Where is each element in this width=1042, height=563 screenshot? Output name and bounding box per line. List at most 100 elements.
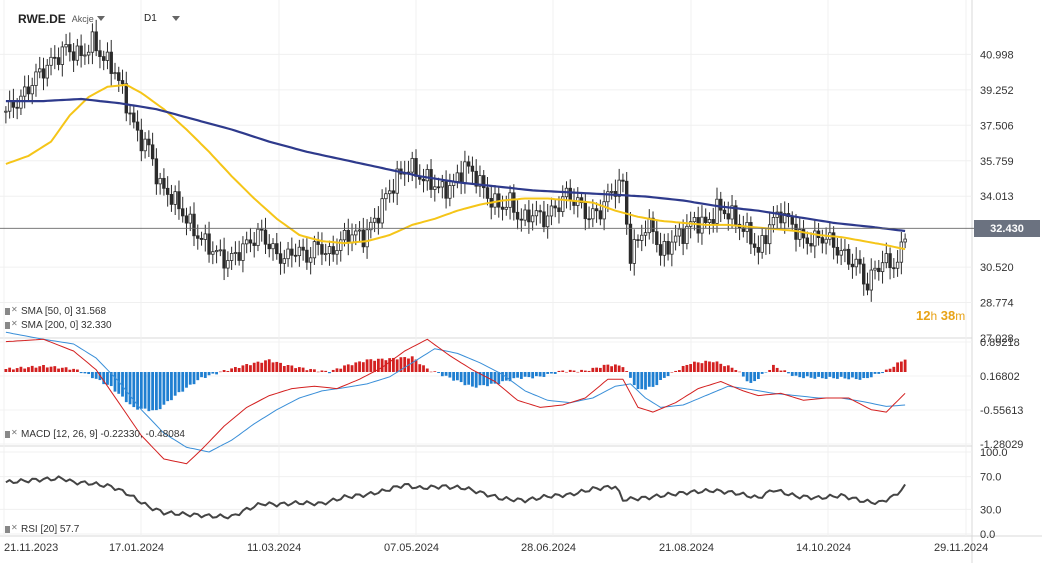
macd-hist-bar	[260, 362, 264, 373]
candle-body	[154, 158, 159, 185]
macd-hist-bar	[181, 372, 185, 392]
candle-body	[624, 180, 629, 225]
macd-hist-bar	[568, 369, 572, 373]
macd-hist-bar	[83, 372, 87, 374]
macd-hist-bar	[170, 372, 173, 401]
candle-body	[177, 191, 181, 210]
candle-body	[211, 251, 215, 255]
candle-body	[267, 243, 271, 250]
macd-hist-bar	[523, 372, 527, 377]
macd-hist-bar	[395, 359, 399, 373]
candle-body	[282, 258, 287, 264]
candle-body	[534, 210, 539, 217]
sma200-line	[5, 97, 906, 233]
macd-hist-bar	[324, 370, 328, 373]
candle-body	[704, 216, 708, 223]
candle-body	[839, 250, 843, 256]
macd-hist-bar	[614, 364, 617, 373]
candle-body	[425, 169, 429, 182]
macd-hist-bar	[218, 371, 222, 373]
macd-hist-bar	[463, 372, 467, 386]
candle-body	[237, 252, 241, 261]
macd-hist-bar	[290, 365, 294, 373]
candle-body	[26, 86, 31, 95]
macd-hist-bar	[561, 370, 565, 373]
macd-hist-bar	[53, 366, 57, 373]
date-tick-label: 29.11.2024	[934, 542, 988, 554]
legend-macd[interactable]: MACD [12, 26, 9] -0.22330, -0.48084	[5, 428, 185, 440]
macd-hist-bar	[106, 372, 109, 385]
macd-hist-bar	[828, 372, 832, 377]
macd-hist-bar	[903, 359, 907, 373]
candle-body	[899, 241, 904, 263]
macd-hist-bar	[346, 364, 350, 373]
macd-hist-bar	[256, 361, 260, 373]
legend-sma50[interactable]: SMA [50, 0] 31.568	[5, 305, 106, 317]
legend-sma200[interactable]: SMA [200, 0] 32.330	[5, 319, 112, 331]
date-tick-label: 17.01.2024	[109, 542, 164, 554]
macd-hist-bar	[629, 372, 632, 378]
indicator-settings-icon[interactable]	[5, 305, 18, 316]
macd-hist-bar	[787, 372, 790, 374]
macd-hist-bar	[726, 365, 730, 373]
macd-hist-bar	[802, 372, 805, 379]
macd-hist-bar	[433, 371, 437, 373]
candle-body	[846, 248, 851, 265]
symbol-dropdown-chevron-icon[interactable]	[97, 16, 105, 21]
candle-body	[760, 235, 764, 253]
macd-hist-bar	[587, 370, 591, 373]
macd-hist-bar	[109, 372, 113, 387]
timeframe-chevron-down-icon[interactable]	[172, 16, 180, 21]
macd-hist-bar	[501, 372, 504, 382]
candle-body	[214, 250, 219, 253]
macd-hist-bar	[87, 372, 91, 375]
macd-hist-bar	[42, 364, 45, 373]
macd-hist-bar	[508, 372, 512, 382]
candle-body	[342, 229, 347, 241]
indicator-settings-icon[interactable]	[5, 523, 18, 534]
macd-hist-bar	[343, 365, 346, 373]
macd-hist-bar	[843, 372, 847, 379]
candle-body	[715, 198, 719, 224]
symbol-header[interactable]: RWE.DE Akcje	[18, 10, 94, 28]
candle-body	[719, 198, 723, 211]
candle-body	[71, 51, 76, 61]
macd-hist-bar	[693, 361, 696, 373]
candle-body	[711, 219, 715, 224]
candle-body	[463, 161, 467, 184]
macd-hist-bar	[320, 370, 324, 373]
macd-hist-bar	[392, 357, 395, 373]
macd-hist-bar	[681, 365, 685, 373]
macd-hist-bar	[196, 372, 200, 381]
candle-body	[895, 261, 900, 269]
macd-hist-bar	[854, 372, 858, 380]
candle-body	[670, 241, 674, 255]
price-tick-label: 40.998	[980, 49, 1014, 61]
timeframe-selector[interactable]: D1	[144, 13, 157, 24]
macd-hist-bar	[282, 365, 286, 373]
candle-body	[888, 253, 892, 269]
candle-body	[798, 229, 802, 240]
indicator-settings-icon[interactable]	[5, 319, 18, 330]
macd-hist-bar	[798, 372, 802, 378]
candle-body	[433, 186, 437, 190]
macd-hist-bar	[331, 369, 335, 373]
legend-rsi[interactable]: RSI [20] 57.7	[5, 523, 79, 535]
macd-hist-bar	[376, 358, 380, 373]
candle-body	[226, 260, 230, 269]
macd-hist-bar	[399, 357, 403, 373]
indicator-settings-icon[interactable]	[5, 428, 18, 439]
candle-body	[493, 193, 497, 208]
macd-hist-bar	[91, 372, 94, 379]
candle-body	[376, 217, 381, 224]
candle-body	[410, 158, 414, 173]
candle-body	[331, 246, 335, 255]
macd-hist-bar	[516, 372, 519, 378]
macd-hist-bar	[839, 372, 843, 377]
candle-body	[527, 209, 531, 223]
candle-body	[135, 121, 140, 131]
candle-body	[764, 235, 768, 245]
candle-body	[519, 218, 524, 221]
